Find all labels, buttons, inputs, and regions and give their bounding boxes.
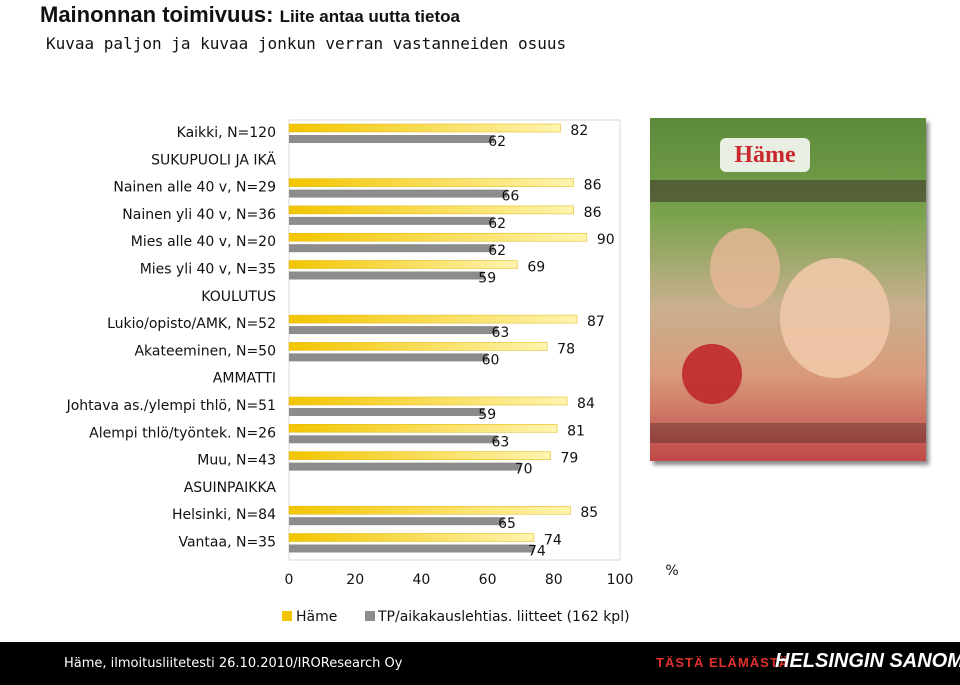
- legend-swatch-hame: [282, 611, 292, 621]
- axis-unit-label: %: [665, 563, 678, 579]
- bar-hame: [288, 342, 548, 351]
- data-label-hame: 86: [584, 178, 602, 194]
- bar-hame: [288, 424, 558, 433]
- x-tick-label: 80: [545, 572, 563, 588]
- bar-tp: [289, 462, 521, 471]
- data-label-tp: 70: [515, 462, 533, 478]
- row-label: Mies yli 40 v, N=35: [140, 262, 276, 278]
- bar-hame: [288, 123, 561, 133]
- x-tick-label: 100: [607, 572, 634, 588]
- chart-title: Mainonnan toimivuus: Liite antaa uutta t…: [40, 2, 460, 28]
- x-tick-label: 0: [285, 572, 294, 588]
- data-label-hame: 78: [557, 341, 575, 357]
- bar-tp: [289, 326, 498, 335]
- row-label: Nainen yli 40 v, N=36: [122, 207, 276, 223]
- bar-hame: [288, 314, 578, 324]
- data-label-tp: 74: [528, 544, 546, 560]
- data-label-tp: 63: [492, 434, 510, 450]
- footer-source: Häme, ilmoitusliitetesti 26.10.2010/IROR…: [64, 656, 403, 671]
- data-label-hame: 74: [544, 533, 562, 549]
- cover-logo: Häme: [720, 138, 810, 172]
- x-tick-label: 20: [346, 572, 364, 588]
- row-label: Nainen alle 40 v, N=29: [113, 180, 276, 196]
- bar-tp: [289, 189, 508, 198]
- data-label-hame: 82: [570, 123, 588, 139]
- bar-tp: [289, 353, 488, 362]
- data-label-hame: 84: [577, 396, 595, 412]
- bar-hame: [288, 396, 568, 406]
- data-label-tp: 62: [488, 243, 506, 259]
- row-label: Johtava as./ylempi thlö, N=51: [66, 398, 276, 414]
- cover-badge: [682, 344, 742, 404]
- bar-tp: [289, 271, 485, 280]
- x-tick-label: 40: [412, 572, 430, 588]
- cover-child-shape: [710, 228, 780, 308]
- footer-bar: Häme, ilmoitusliitetesti 26.10.2010/IROR…: [0, 642, 960, 685]
- category-header-label: ASUINPAIKKA: [184, 480, 277, 496]
- bar-tp: [289, 435, 498, 444]
- cover-band: [650, 180, 926, 202]
- data-label-tp: 62: [488, 134, 506, 150]
- data-label-hame: 90: [597, 232, 615, 248]
- bar-hame: [288, 232, 588, 242]
- chart-subtitle: Kuvaa paljon ja kuvaa jonkun verran vast…: [46, 34, 567, 53]
- bar-hame: [288, 178, 574, 187]
- title-sub: Liite antaa uutta tietoa: [279, 7, 460, 26]
- footer-logo-tasta-elamasta: TÄSTÄ ELÄMÄSTÄ.: [656, 655, 794, 670]
- data-label-hame: 69: [527, 260, 545, 276]
- footer-logo-helsingin-sanomat: HELSINGIN SANOMAT: [775, 650, 960, 672]
- bar-tp: [289, 135, 495, 143]
- bar-tp: [289, 408, 485, 416]
- data-label-tp: 66: [501, 189, 519, 205]
- bar-hame: [288, 533, 535, 542]
- data-label-tp: 65: [498, 516, 516, 532]
- data-label-hame: 79: [560, 451, 578, 467]
- x-tick-label: 60: [479, 572, 497, 588]
- row-label: Alempi thlö/työntek. N=26: [89, 425, 276, 441]
- data-label-tp: 59: [478, 271, 496, 287]
- plot-frame: [288, 119, 621, 561]
- bar-tp: [289, 517, 505, 526]
- bar-chart: Kaikki, N=120 82 62 SUKUPUOLI JA IKÄ Nainen …: [66, 119, 679, 625]
- bar-hame: [288, 260, 518, 269]
- row-label: Helsinki, N=84: [172, 507, 276, 523]
- data-label-tp: 63: [492, 325, 510, 341]
- category-header-label: SUKUPUOLI JA IKÄ: [151, 150, 276, 168]
- plot-area: Kaikki, N=120 82 62 SUKUPUOLI JA IKÄ Nainen …: [66, 119, 679, 625]
- legend-label-hame: Häme: [296, 609, 337, 625]
- bar-tp: [289, 216, 495, 225]
- cover-stripe: [650, 423, 926, 443]
- data-label-hame: 81: [567, 423, 585, 439]
- data-label-tp: 59: [478, 407, 496, 423]
- magazine-cover-image: Häme: [650, 118, 926, 461]
- title-main: Mainonnan toimivuus:: [40, 2, 274, 27]
- data-label-hame: 86: [584, 205, 602, 221]
- legend-label-tp: TP/aikakauslehtias. liitteet (162 kpl): [377, 609, 630, 625]
- row-label: Kaikki, N=120: [177, 125, 276, 141]
- data-label-hame: 85: [580, 505, 598, 521]
- bar-hame: [288, 451, 551, 460]
- row-label: Vantaa, N=35: [178, 535, 276, 551]
- cover-mother-shape: [780, 258, 890, 378]
- row-label: Muu, N=43: [197, 453, 276, 469]
- category-header-label: AMMATTI: [213, 371, 276, 387]
- data-label-tp: 60: [482, 352, 500, 368]
- bar-tp: [289, 244, 495, 253]
- data-label-tp: 62: [488, 216, 506, 232]
- row-label: Akateeminen, N=50: [134, 343, 276, 359]
- bar-hame: [288, 505, 571, 515]
- category-header-label: KOULUTUS: [201, 289, 276, 305]
- bar-tp: [289, 544, 534, 553]
- row-label: Lukio/opisto/AMK, N=52: [107, 316, 276, 332]
- bar-hame: [288, 205, 574, 215]
- row-label: Mies alle 40 v, N=20: [131, 234, 276, 250]
- data-label-hame: 87: [587, 314, 605, 330]
- legend-swatch-tp: [365, 611, 375, 621]
